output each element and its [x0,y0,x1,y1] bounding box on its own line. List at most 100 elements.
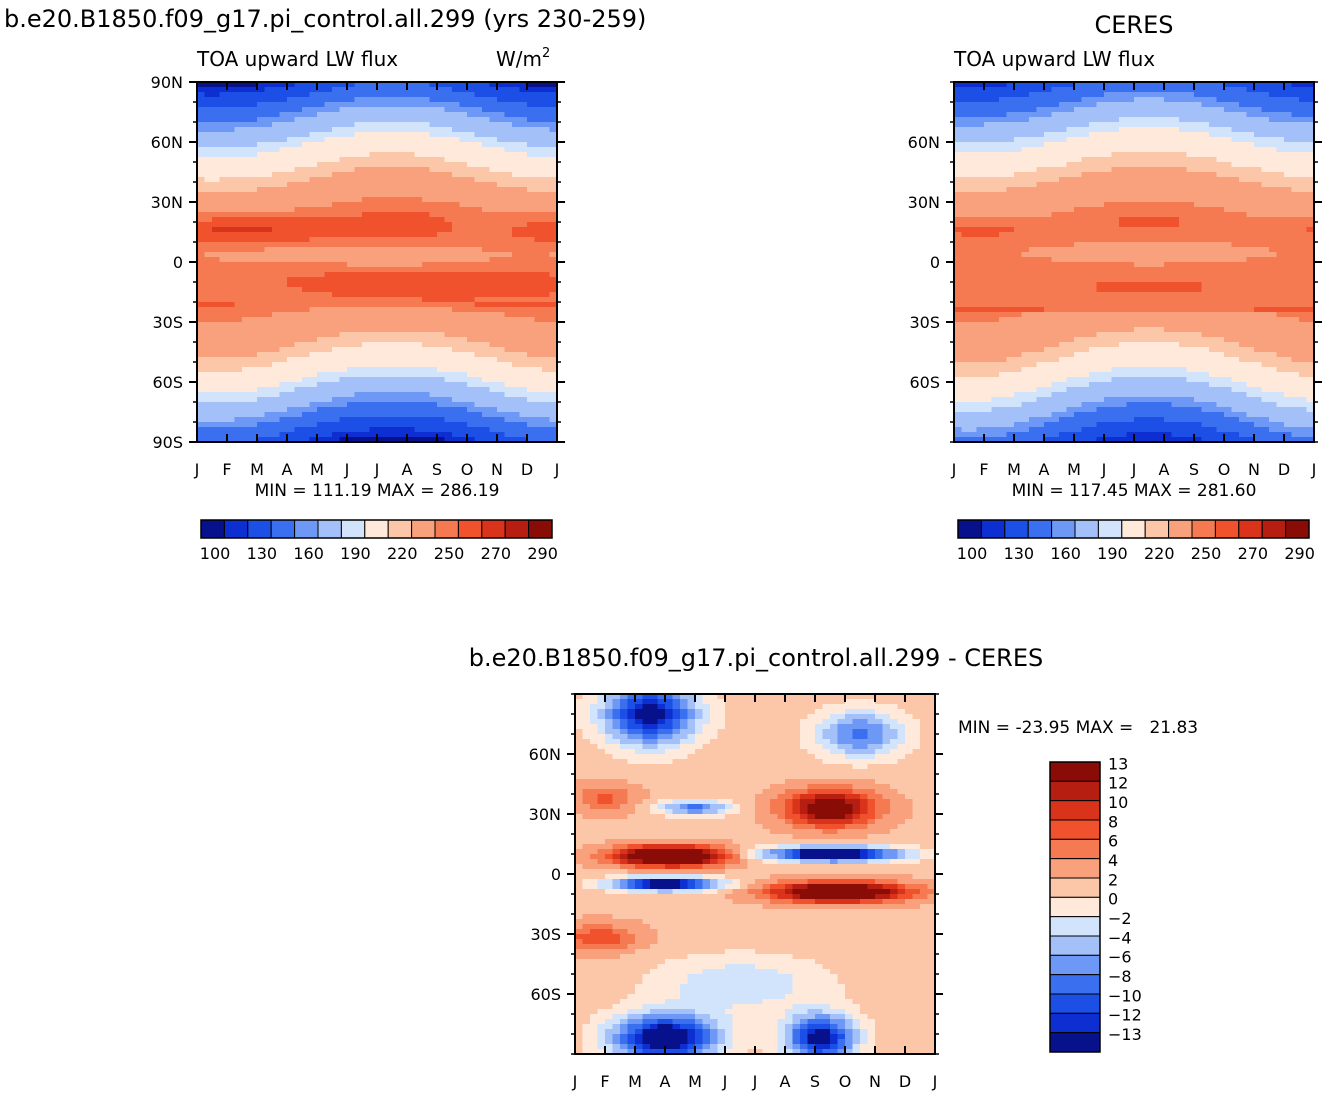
model-cell [512,412,521,418]
model-cell [392,197,401,203]
obs-cell [961,417,970,423]
obs-cell [1021,82,1030,88]
model-cell [369,177,378,183]
obs-cell [1089,272,1098,278]
model-cell [399,352,408,358]
model-cell [429,217,438,223]
model-cell [489,342,498,348]
model-cell [452,172,461,178]
obs-cell [1066,202,1075,208]
model-cell [362,242,371,248]
model-cell [444,292,453,298]
model-cell [309,267,318,273]
model-cell [437,162,446,168]
model-cell [317,157,326,163]
model-cell [219,122,228,128]
obs-cell [969,417,978,423]
model-cell [407,247,416,253]
obs-cell [1059,372,1068,378]
obs-cell [961,427,970,433]
obs-cell [1081,417,1090,423]
obs-cell [1059,117,1068,123]
model-cell [212,252,221,258]
obs-cell [969,277,978,283]
model-cell [339,222,348,228]
model-cell [212,347,221,353]
obs-cell [1029,422,1038,428]
model-cell [542,437,551,443]
model-cell [227,387,236,393]
model-cell [332,317,341,323]
model-cell [512,112,521,118]
obs-cell [969,297,978,303]
model-cell [317,192,326,198]
model-cell [227,372,236,378]
obs-cell [991,382,1000,388]
obs-cell [991,162,1000,168]
model-cell [549,102,558,108]
model-cell [212,227,221,233]
model-cell [324,427,333,433]
obs-cell [976,192,985,198]
obs-cell [991,172,1000,178]
model-cell [279,117,288,123]
model-cell [407,252,416,258]
model-cell [467,262,476,268]
obs-cell [1021,432,1030,438]
model-cell [407,107,416,113]
model-cell [362,332,371,338]
obs-cell [999,307,1008,313]
obs-cell [1066,87,1075,93]
model-cell [429,307,438,313]
model-cell [392,227,401,233]
obs-cell [999,427,1008,433]
obs-cell [1044,117,1053,123]
model-cell [549,132,558,138]
obs-cell [976,342,985,348]
model-cell [309,107,318,113]
model-cell [197,247,206,253]
model-cell [437,212,446,218]
obs-cell [976,262,985,268]
obs-cell [1066,282,1075,288]
model-cell [332,377,341,383]
model-cell [377,387,386,393]
model-cell [264,297,273,303]
model-cell [422,297,431,303]
model-cell [339,307,348,313]
obs-cell [1021,402,1030,408]
obs-cell [1014,342,1023,348]
model-cell [339,367,348,373]
obs-cell [1066,317,1075,323]
obs-cell [954,247,963,253]
model-cell [512,357,521,363]
model-cell [294,432,303,438]
obs-cell [1081,187,1090,193]
obs-cell [969,367,978,373]
model-cell [474,377,483,383]
model-cell [399,312,408,318]
obs-cell [1089,282,1098,288]
model-cell [482,142,491,148]
obs-cell [1089,127,1098,133]
model-cell [542,102,551,108]
model-cell [429,297,438,303]
model-cell [414,292,423,298]
model-cell [347,257,356,263]
model-cell [332,272,341,278]
model-cell [204,87,213,93]
model-cell [527,357,536,363]
model-cell [489,172,498,178]
obs-cell [991,357,1000,363]
model-cell [384,207,393,213]
model-cell [369,102,378,108]
obs-cell [1044,307,1053,313]
obs-cell [961,432,970,438]
obs-cell [999,262,1008,268]
model-cell [512,387,521,393]
model-cell [287,387,296,393]
obs-cell [999,417,1008,423]
model-cell [242,282,251,288]
obs-cell [954,422,963,428]
model-cell [264,207,273,213]
